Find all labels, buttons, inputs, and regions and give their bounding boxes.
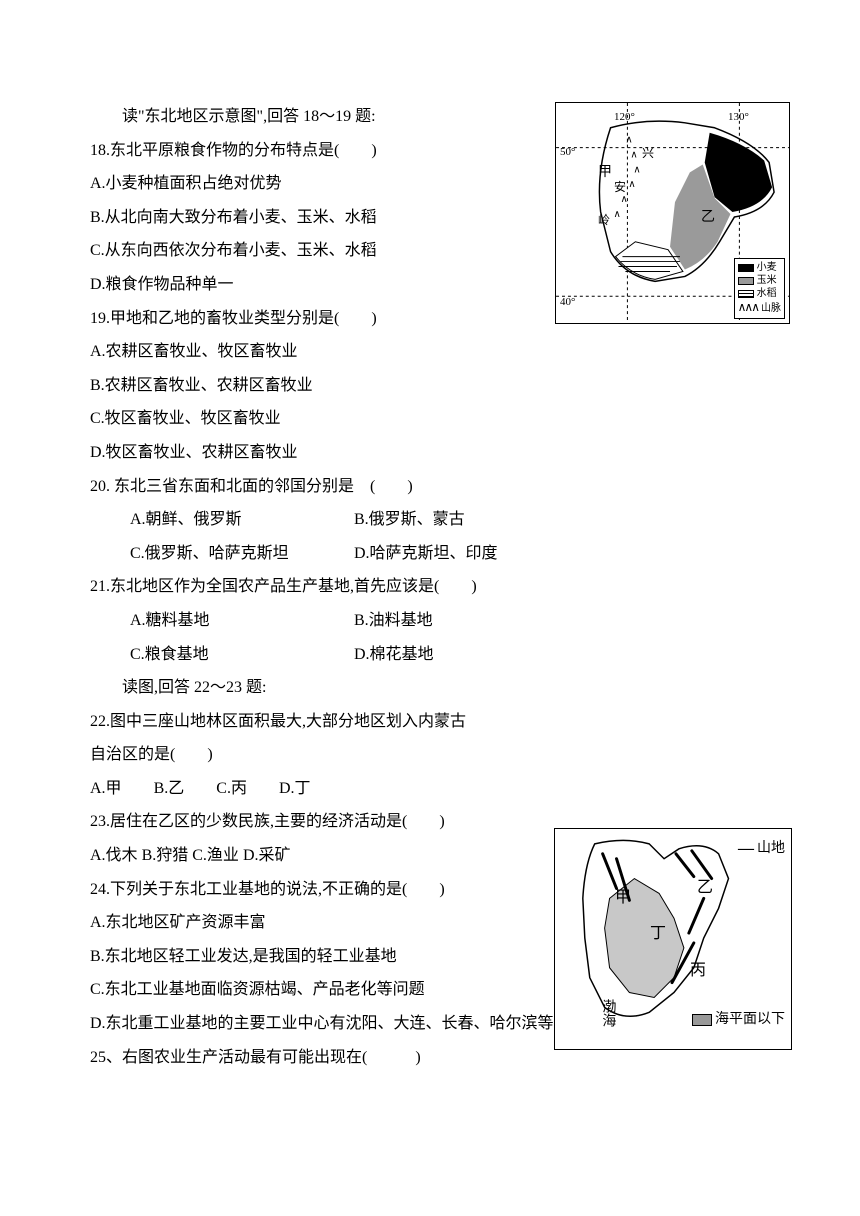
q22-c: C.丙: [216, 780, 247, 797]
q23-b: B.狩猎: [142, 847, 189, 864]
legend-wheat: 小麦: [757, 261, 777, 274]
q23-d: D.采矿: [243, 847, 291, 864]
lat-40: 40°: [560, 291, 575, 314]
legend-mtn-glyph: ∧∧∧: [738, 300, 758, 316]
legend-mtn: 山脉: [761, 302, 781, 315]
legend2-mtn: 山地: [757, 840, 785, 858]
q22-opts: A.甲 B.乙 C.丙 D.丁: [90, 772, 770, 806]
q22-stem-l2: 自治区的是( ): [90, 738, 770, 772]
legend-corn: 玉米: [757, 274, 777, 287]
lon-120: 120°: [614, 106, 635, 129]
q22-d: D.丁: [279, 780, 311, 797]
lon-130: 130°: [728, 106, 749, 129]
figure-northeast-map: ∧∧ ∧∧ ∧∧ 120° 130° 50° 40° 甲 乙 兴 安 岭 小麦 …: [555, 102, 790, 324]
lat-50: 50°: [560, 141, 575, 164]
q19-c: C.牧区畜牧业、牧区畜牧业: [90, 402, 770, 436]
legend-rice: 水稻: [757, 287, 777, 300]
q21-row2: C.粮食基地D.棉花基地: [90, 638, 770, 672]
figure2-legend-mtn: —山地: [738, 839, 785, 860]
figure1-legend: 小麦 玉米 水稻 ∧∧∧山脉: [734, 258, 785, 319]
figure2-legend-sea: 海平面以下: [692, 1011, 785, 1029]
q21-b: B.油料基地: [354, 604, 433, 638]
q19-d: D.牧区畜牧业、农耕区畜牧业: [90, 436, 770, 470]
intro-22-23: 读图,回答 22～23 题:: [90, 671, 770, 705]
q22-b: B.乙: [154, 780, 185, 797]
q20-b: B.俄罗斯、蒙古: [354, 503, 465, 537]
q23-c: C.渔业: [192, 847, 239, 864]
q20-row2: C.俄罗斯、哈萨克斯坦D.哈萨克斯坦、印度: [90, 537, 770, 571]
q20-row1: A.朝鲜、俄罗斯B.俄罗斯、蒙古: [90, 503, 770, 537]
q21-row1: A.糖料基地B.油料基地: [90, 604, 770, 638]
q22-a: A.甲: [90, 780, 122, 797]
label-xing: 兴: [642, 141, 654, 166]
label-jia: 甲: [598, 158, 612, 187]
q23-a: A.伐木: [90, 847, 138, 864]
legend-line: —: [738, 839, 754, 860]
label2-bing: 丙: [690, 954, 706, 988]
q21-d: D.棉花基地: [354, 638, 434, 672]
svg-text:∧: ∧: [625, 135, 632, 146]
svg-text:∧: ∧: [633, 164, 640, 175]
label-an: 安: [614, 175, 626, 200]
legend2-sea: 海平面以下: [715, 1011, 785, 1029]
label-ling: 岭: [598, 208, 610, 233]
label2-jia: 甲: [615, 881, 631, 915]
q20-d: D.哈萨克斯坦、印度: [354, 537, 498, 571]
svg-text:∧: ∧: [630, 150, 637, 161]
q21-stem: 21.东北地区作为全国农产品生产基地,首先应该是( ): [90, 570, 770, 604]
q19-b: B.农耕区畜牧业、农耕区畜牧业: [90, 369, 770, 403]
q20-stem: 20. 东北三省东面和北面的邻国分别是 ( ): [90, 470, 770, 504]
q22-stem-l1: 22.图中三座山地林区面积最大,大部分地区划入内蒙古: [90, 705, 770, 739]
label-yi: 乙: [701, 203, 715, 232]
exam-content: ∧∧ ∧∧ ∧∧ 120° 130° 50° 40° 甲 乙 兴 安 岭 小麦 …: [90, 100, 770, 1074]
q20-a: A.朝鲜、俄罗斯: [130, 503, 354, 537]
label2-yi: 乙: [697, 871, 713, 905]
q20-c: C.俄罗斯、哈萨克斯坦: [130, 537, 354, 571]
q21-c: C.粮食基地: [130, 638, 354, 672]
q21-a: A.糖料基地: [130, 604, 354, 638]
label2-ding: 丁: [650, 917, 666, 951]
label2-bohai: 渤海: [593, 999, 622, 1027]
figure-mountain-map: 甲 乙 丙 丁 渤海 —山地 海平面以下: [554, 828, 792, 1050]
svg-text:∧: ∧: [628, 179, 635, 190]
q19-a: A.农耕区畜牧业、牧区畜牧业: [90, 335, 770, 369]
svg-text:∧: ∧: [614, 209, 621, 220]
